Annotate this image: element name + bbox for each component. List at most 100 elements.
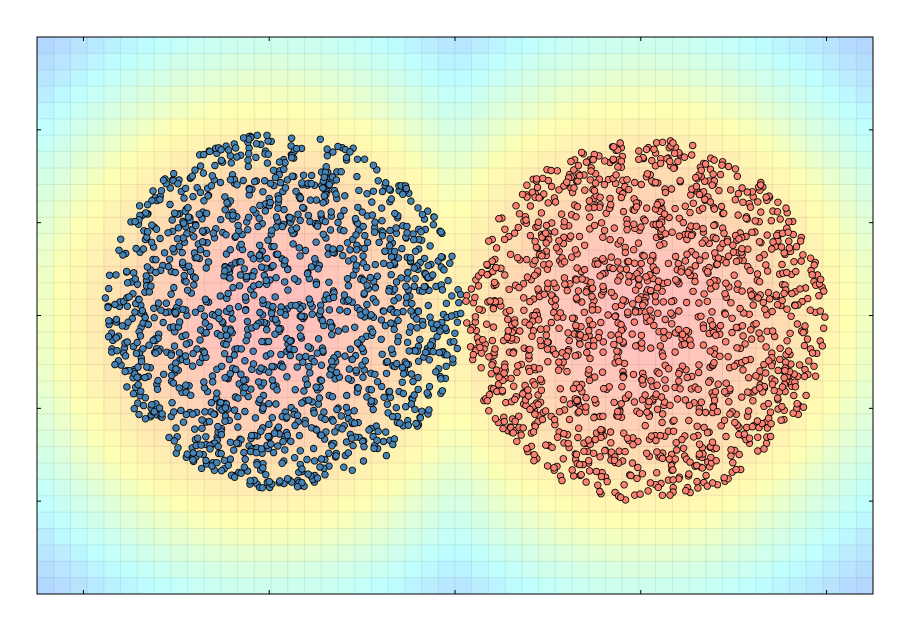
scatter-point xyxy=(329,293,338,302)
heatmap-cell xyxy=(37,266,55,284)
scatter-point xyxy=(272,213,281,221)
heatmap-cell xyxy=(438,495,456,513)
heatmap-cell xyxy=(187,561,205,579)
heatmap-cell xyxy=(103,168,122,186)
heatmap-cell xyxy=(438,479,456,497)
heatmap-cell xyxy=(53,69,72,87)
scatter-point xyxy=(531,237,539,246)
scatter-point xyxy=(361,231,369,240)
scatter-point xyxy=(585,366,593,374)
scatter-point xyxy=(359,222,367,231)
scatter-point xyxy=(333,405,341,414)
scatter-point xyxy=(329,245,337,253)
scatter-point xyxy=(585,327,593,335)
scatter-point xyxy=(511,319,519,327)
heatmap-cell xyxy=(404,151,423,169)
heatmap-cell xyxy=(154,544,172,562)
scatter-point xyxy=(559,395,568,404)
heatmap-cell xyxy=(672,495,690,513)
scatter-point xyxy=(353,155,362,163)
scatter-point xyxy=(796,285,804,293)
scatter-point xyxy=(226,245,234,254)
scatter-point xyxy=(609,155,617,163)
scatter-point xyxy=(772,291,780,299)
scatter-point xyxy=(367,386,376,394)
scatter-point xyxy=(811,372,820,380)
scatter-point xyxy=(288,153,296,162)
heatmap-cell xyxy=(856,397,873,415)
heatmap-cell xyxy=(137,135,155,153)
heatmap-cell xyxy=(237,561,255,579)
heatmap-cell xyxy=(455,233,473,251)
heatmap-cell xyxy=(572,37,590,54)
scatter-point xyxy=(199,169,208,177)
heatmap-cell xyxy=(421,462,439,480)
scatter-point xyxy=(682,298,691,307)
heatmap-cell xyxy=(321,544,339,562)
scatter-point xyxy=(287,437,295,446)
scatter-point xyxy=(312,383,320,391)
scatter-point xyxy=(226,370,234,378)
scatter-point xyxy=(658,418,666,427)
scatter-point xyxy=(662,384,670,392)
scatter-point xyxy=(342,153,351,162)
heatmap-cell xyxy=(588,118,607,136)
scatter-point xyxy=(683,373,691,382)
scatter-point xyxy=(234,303,243,311)
scatter-point xyxy=(136,387,145,395)
scatter-point xyxy=(614,277,622,285)
heatmap-cell xyxy=(254,37,272,54)
heatmap-cell xyxy=(705,561,724,579)
heatmap-cell xyxy=(103,233,122,251)
heatmap-cell xyxy=(755,561,774,579)
scatter-point xyxy=(633,474,641,483)
scatter-point xyxy=(765,357,773,365)
heatmap-cell xyxy=(505,69,523,87)
scatter-point xyxy=(471,313,480,321)
scatter-point xyxy=(628,330,636,338)
heatmap-cell xyxy=(505,512,523,530)
heatmap-cell xyxy=(638,577,657,594)
scatter-point xyxy=(610,224,618,232)
heatmap-cell xyxy=(204,102,222,120)
scatter-point xyxy=(430,213,438,221)
heatmap-cell xyxy=(220,561,239,579)
heatmap-cell xyxy=(371,512,389,530)
heatmap-cell xyxy=(388,118,406,136)
scatter-point xyxy=(170,437,178,445)
scatter-point xyxy=(241,306,250,315)
scatter-point xyxy=(217,449,225,458)
heatmap-cell xyxy=(220,544,239,562)
heatmap-cell xyxy=(354,397,372,415)
scatter-point xyxy=(317,376,326,385)
scatter-point xyxy=(614,407,622,416)
heatmap-cell xyxy=(438,561,456,579)
scatter-point xyxy=(407,370,416,378)
scatter-point xyxy=(785,218,793,226)
heatmap-cell xyxy=(822,118,841,136)
scatter-point xyxy=(738,184,746,192)
heatmap-cell xyxy=(789,430,807,448)
scatter-point xyxy=(625,278,633,286)
heatmap-cell xyxy=(354,69,372,87)
heatmap-cell xyxy=(87,53,105,71)
heatmap-cell xyxy=(822,512,841,530)
scatter-point xyxy=(523,444,531,453)
heatmap-cell xyxy=(337,331,356,349)
heatmap-cell xyxy=(120,512,138,530)
scatter-point xyxy=(596,453,604,461)
scatter-point xyxy=(456,290,465,299)
scatter-point xyxy=(351,214,360,223)
scatter-point xyxy=(661,376,669,384)
heatmap-cell xyxy=(822,544,841,562)
scatter-point xyxy=(233,181,241,189)
scatter-point xyxy=(732,465,740,474)
scatter-point xyxy=(318,316,327,325)
scatter-point xyxy=(354,384,362,392)
heatmap-cell xyxy=(739,151,757,169)
scatter-point xyxy=(184,203,192,212)
heatmap-cell xyxy=(304,528,322,546)
scatter-point xyxy=(471,293,479,302)
scatter-point xyxy=(298,399,306,407)
heatmap-cell xyxy=(354,577,372,594)
